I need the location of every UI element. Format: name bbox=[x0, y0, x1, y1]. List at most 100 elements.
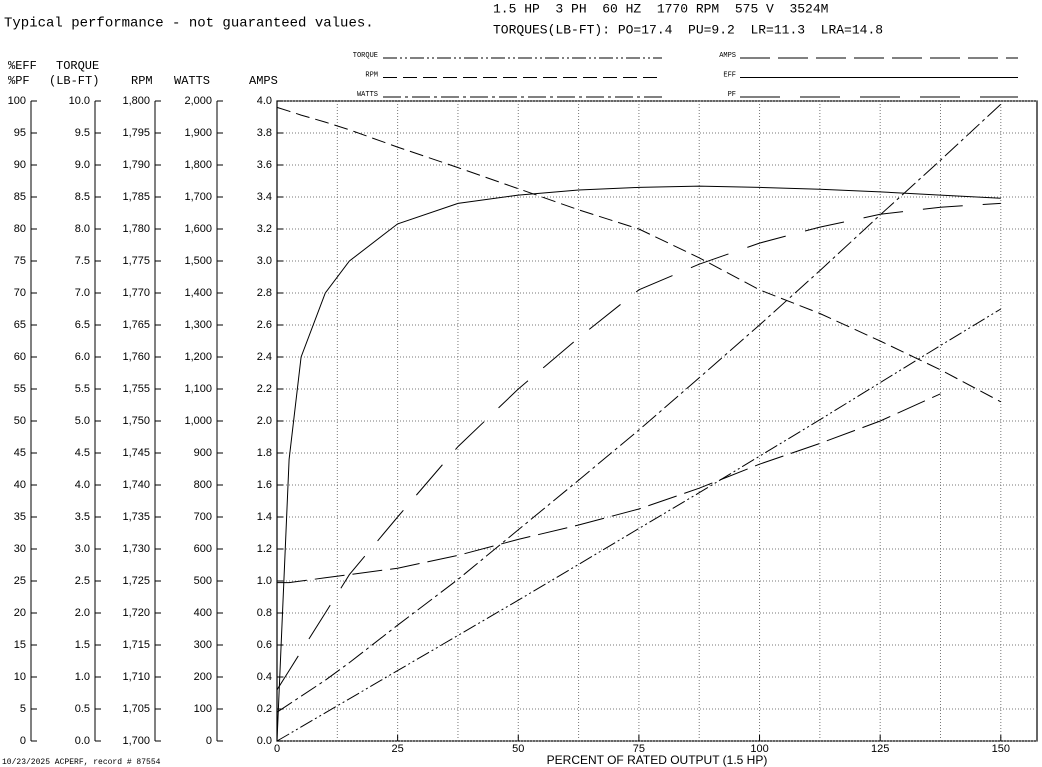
x-tick-label: 100 bbox=[750, 743, 768, 755]
x-tick-label: 25 bbox=[392, 743, 404, 755]
y-tick-label: 15 bbox=[14, 639, 26, 651]
y-tick-label: 2.6 bbox=[257, 319, 272, 331]
series-line bbox=[276, 202, 1001, 691]
y-tick-label: 1,790 bbox=[122, 159, 150, 171]
y-tick-label: 1,900 bbox=[184, 127, 212, 139]
y-axis-label: %EFF bbox=[8, 59, 37, 73]
y-tick-label: 7.0 bbox=[75, 287, 90, 299]
y-tick-label: 6.0 bbox=[75, 351, 90, 363]
series-line bbox=[276, 106, 1002, 403]
y-tick-label: 1.0 bbox=[75, 671, 90, 683]
y-tick-label: 300 bbox=[194, 639, 212, 651]
y-tick-label: 0 bbox=[20, 735, 26, 747]
y-tick-label: 600 bbox=[194, 543, 212, 555]
y-tick-label: 3.2 bbox=[257, 223, 272, 235]
y-tick-label: 1,000 bbox=[184, 415, 212, 427]
y-tick-label: 65 bbox=[14, 319, 26, 331]
y-tick-label: 1,740 bbox=[122, 479, 150, 491]
y-tick-label: 3.5 bbox=[75, 511, 90, 523]
legend-label: PF bbox=[728, 91, 736, 99]
y-tick-label: 1,710 bbox=[122, 671, 150, 683]
note: Typical performance - not guaranteed val… bbox=[4, 16, 374, 32]
y-tick-label: 1,760 bbox=[122, 351, 150, 363]
y-tick-label: 1,765 bbox=[122, 319, 150, 331]
y-tick-label: 4.0 bbox=[75, 479, 90, 491]
y-tick-label: 9.5 bbox=[75, 127, 90, 139]
footer: 10/23/2025 ACPERF, record # 87554 bbox=[2, 758, 161, 767]
y-tick-label: 85 bbox=[14, 191, 26, 203]
legend-label: TORQUE bbox=[353, 52, 378, 60]
y-tick-label: 9.0 bbox=[75, 159, 90, 171]
y-tick-label: 2.4 bbox=[257, 351, 272, 363]
y-tick-label: 7.5 bbox=[75, 255, 90, 267]
y-tick-label: 40 bbox=[14, 479, 26, 491]
x-tick-label: 0 bbox=[274, 743, 280, 755]
series-line bbox=[276, 103, 1002, 713]
y-tick-label: 45 bbox=[14, 447, 26, 459]
y-tick-label: 1,100 bbox=[184, 383, 212, 395]
y-tick-label: 1,785 bbox=[122, 191, 150, 203]
y-tick-label: 1,730 bbox=[122, 543, 150, 555]
y-tick-label: 400 bbox=[194, 607, 212, 619]
y-tick-label: 10 bbox=[14, 671, 26, 683]
y-tick-label: 20 bbox=[14, 607, 26, 619]
y-tick-label: 1,780 bbox=[122, 223, 150, 235]
y-tick-label: 1.5 bbox=[75, 639, 90, 651]
y-tick-label: 5.0 bbox=[75, 415, 90, 427]
y-tick-label: 900 bbox=[194, 447, 212, 459]
y-tick-label: 0.5 bbox=[75, 703, 90, 715]
y-tick-label: 2.5 bbox=[75, 575, 90, 587]
y-axis-label: RPM bbox=[131, 74, 153, 88]
y-tick-label: 1,795 bbox=[122, 127, 150, 139]
y-tick-label: 700 bbox=[194, 511, 212, 523]
y-tick-label: 0.6 bbox=[257, 639, 272, 651]
y-tick-label: 1.4 bbox=[257, 511, 272, 523]
y-tick-label: 3.4 bbox=[257, 191, 272, 203]
legend-label: AMPS bbox=[719, 52, 736, 60]
y-tick-label: 0.0 bbox=[257, 735, 272, 747]
y-axis-label: (LB-FT) bbox=[49, 74, 99, 88]
y-axis-label: %PF bbox=[8, 74, 30, 88]
y-tick-label: 8.5 bbox=[75, 191, 90, 203]
y-tick-label: 0.4 bbox=[257, 671, 272, 683]
y-tick-label: 1,500 bbox=[184, 255, 212, 267]
y-tick-label: 1,800 bbox=[184, 159, 212, 171]
y-tick-label: 800 bbox=[194, 479, 212, 491]
y-tick-label: 4.0 bbox=[257, 95, 272, 107]
y-tick-label: 1,755 bbox=[122, 383, 150, 395]
y-tick-label: 5.5 bbox=[75, 383, 90, 395]
y-tick-label: 75 bbox=[14, 255, 26, 267]
y-tick-label: 1.0 bbox=[257, 575, 272, 587]
y-tick-label: 2,000 bbox=[184, 95, 212, 107]
x-tick-label: 150 bbox=[992, 743, 1010, 755]
y-tick-label: 0.2 bbox=[257, 703, 272, 715]
y-tick-label: 80 bbox=[14, 223, 26, 235]
y-tick-label: 90 bbox=[14, 159, 26, 171]
y-tick-label: 1.8 bbox=[257, 447, 272, 459]
x-tick-label: 75 bbox=[633, 743, 645, 755]
y-tick-label: 1,200 bbox=[184, 351, 212, 363]
header-line: 1.5 HP 3 PH 60 HZ 1770 RPM 575 V 3524M bbox=[493, 1, 828, 16]
y-tick-label: 70 bbox=[14, 287, 26, 299]
y-tick-label: 1,400 bbox=[184, 287, 212, 299]
x-tick-label: 50 bbox=[512, 743, 524, 755]
y-tick-label: 1,735 bbox=[122, 511, 150, 523]
y-tick-label: 1,700 bbox=[184, 191, 212, 203]
y-tick-label: 0.0 bbox=[75, 735, 90, 747]
y-tick-label: 25 bbox=[14, 575, 26, 587]
y-axis-label: AMPS bbox=[249, 74, 278, 88]
legend-label: WATTS bbox=[357, 91, 378, 99]
y-tick-label: 100 bbox=[8, 95, 26, 107]
y-tick-label: 1,700 bbox=[122, 735, 150, 747]
y-tick-label: 3.8 bbox=[257, 127, 272, 139]
y-tick-label: 2.8 bbox=[257, 287, 272, 299]
y-tick-label: 1,725 bbox=[122, 575, 150, 587]
x-axis-label: PERCENT OF RATED OUTPUT (1.5 HP) bbox=[547, 753, 768, 767]
series-line bbox=[276, 185, 1001, 742]
y-tick-label: 1,775 bbox=[122, 255, 150, 267]
y-tick-label: 4.5 bbox=[75, 447, 90, 459]
y-tick-label: 0.8 bbox=[257, 607, 272, 619]
y-tick-label: 35 bbox=[14, 511, 26, 523]
y-tick-label: 1,300 bbox=[184, 319, 212, 331]
y-axis-label: TORQUE bbox=[56, 59, 99, 73]
